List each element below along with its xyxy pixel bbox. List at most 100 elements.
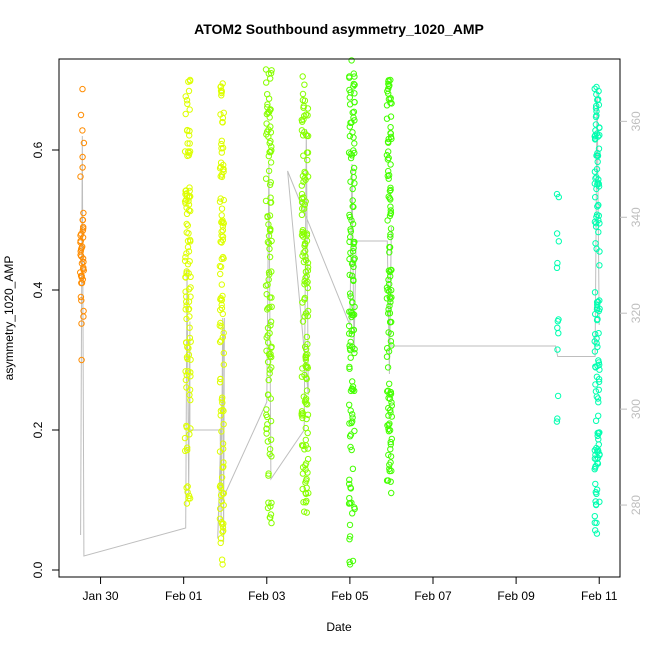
data-point <box>186 258 193 265</box>
data-point <box>591 519 598 526</box>
data-point <box>387 406 394 414</box>
data-point <box>554 324 561 331</box>
data-point <box>594 149 601 157</box>
data-point <box>300 205 308 212</box>
data-point <box>79 127 86 134</box>
data-point <box>302 111 310 118</box>
data-point <box>386 467 393 475</box>
data-point <box>346 330 353 337</box>
data-point <box>351 140 358 147</box>
data-point <box>387 459 394 466</box>
data-point <box>265 95 273 102</box>
data-point <box>184 446 191 454</box>
data-point <box>184 140 191 147</box>
data-point <box>301 201 308 208</box>
data-point <box>302 436 309 444</box>
data-point <box>183 204 190 211</box>
data-point <box>264 332 271 339</box>
data-point <box>220 349 228 357</box>
data-point <box>182 254 189 261</box>
data-point <box>591 513 598 520</box>
data-point <box>387 186 394 194</box>
data-point <box>351 90 358 97</box>
data-point <box>183 268 190 275</box>
x-tick-label: Feb 09 <box>497 589 535 603</box>
data-point <box>350 164 358 172</box>
data-point <box>187 193 194 200</box>
data-point <box>385 421 392 429</box>
data-point <box>347 119 354 127</box>
data-point <box>384 387 392 394</box>
data-point <box>302 462 309 469</box>
data-point <box>185 492 193 499</box>
data-point <box>218 396 226 403</box>
data-point <box>594 96 601 104</box>
chart-title: ATOM2 Southbound asymmetry_1020_AMP <box>194 21 484 37</box>
data-point <box>304 259 312 267</box>
data-point <box>347 354 354 361</box>
data-point <box>187 293 194 300</box>
data-point <box>264 438 271 445</box>
data-point <box>386 380 393 387</box>
data-point <box>220 421 227 428</box>
data-point <box>187 284 194 291</box>
data-point <box>219 227 227 234</box>
data-point <box>386 465 393 472</box>
data-point <box>266 253 274 261</box>
data-point <box>216 338 224 346</box>
data-point <box>596 132 603 139</box>
data-point <box>79 153 86 161</box>
data-point <box>591 289 599 296</box>
data-point <box>385 167 392 175</box>
data-point <box>346 271 353 279</box>
data-point <box>348 446 355 454</box>
data-point <box>265 239 273 247</box>
data-point <box>349 378 356 385</box>
data-point <box>350 114 357 121</box>
data-point <box>383 477 391 484</box>
data-point <box>267 514 274 521</box>
data-point <box>304 445 312 452</box>
data-point <box>300 249 307 256</box>
data-point <box>553 264 561 271</box>
data-point <box>384 172 391 180</box>
data-point <box>387 225 395 232</box>
data-point <box>302 356 310 364</box>
data-point <box>304 278 311 286</box>
data-point <box>388 318 395 326</box>
data-point <box>219 464 226 471</box>
data-point <box>217 535 225 542</box>
data-point <box>594 152 601 159</box>
data-point <box>347 233 354 241</box>
data-point <box>183 220 190 228</box>
data-point <box>594 429 601 437</box>
data-point <box>264 413 271 421</box>
data-point <box>388 489 395 497</box>
data-point <box>300 258 308 266</box>
data-point <box>304 284 311 292</box>
data-point <box>267 503 274 510</box>
data-point <box>347 407 354 414</box>
data-point <box>262 282 270 289</box>
data-point <box>350 326 358 334</box>
data-point <box>298 182 305 189</box>
data-point <box>302 198 309 205</box>
data-point <box>77 173 84 180</box>
x-tick-label: Feb 01 <box>165 589 203 603</box>
data-point <box>346 401 353 408</box>
data-point <box>385 148 392 155</box>
data-point <box>218 556 226 563</box>
data-point <box>387 273 394 280</box>
data-point <box>263 425 270 432</box>
data-point <box>555 193 562 201</box>
data-point <box>263 291 270 298</box>
data-point <box>217 173 224 180</box>
data-point <box>300 230 307 237</box>
data-point <box>349 203 356 210</box>
data-point <box>77 272 85 280</box>
data-point <box>187 207 194 215</box>
data-point <box>385 80 392 88</box>
data-point <box>299 365 306 372</box>
data-point <box>388 399 395 406</box>
data-point <box>385 329 392 336</box>
